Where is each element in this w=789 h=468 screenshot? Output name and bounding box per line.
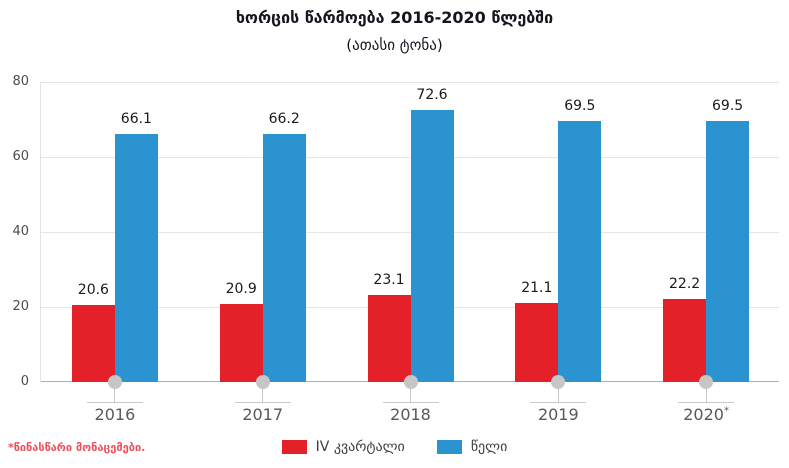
- legend-label: წელი: [470, 439, 508, 455]
- axis-marker-dot: [403, 375, 418, 389]
- tick-line: [234, 402, 291, 403]
- x-tick-label: 2018: [390, 405, 431, 424]
- bar-year: [262, 133, 306, 382]
- x-tick-label: 2016: [94, 405, 136, 424]
- value-label: 23.1: [373, 272, 405, 289]
- chart-subtitle: (ათასი ტონა): [346, 36, 443, 54]
- tick-connector: [557, 389, 559, 402]
- axis-marker-dot: [255, 375, 270, 389]
- value-label: 66.2: [268, 110, 300, 127]
- chart-title: ხორცის წარმოება 2016-2020 წლებში: [235, 8, 554, 27]
- bar-year: [114, 134, 158, 382]
- axis-marker-dot: [107, 375, 122, 389]
- gridline: [41, 157, 779, 158]
- value-label: 20.6: [77, 281, 109, 298]
- gridline: [41, 232, 779, 233]
- bar-year: [706, 121, 750, 382]
- axis-marker-dot: [699, 375, 714, 389]
- legend-swatch-year: [436, 440, 462, 454]
- gridline: [41, 82, 779, 83]
- x-tick-label: 2017: [242, 405, 284, 424]
- tick-connector: [705, 389, 707, 402]
- tick-line: [678, 402, 735, 403]
- y-tick-label: 40: [12, 224, 29, 239]
- bar-year: [558, 121, 602, 382]
- bar-quarter: [515, 302, 559, 382]
- axis-marker-dot: [551, 375, 566, 389]
- bar-quarter: [663, 298, 707, 382]
- value-label: 66.1: [120, 111, 152, 128]
- value-label: 20.9: [225, 280, 257, 297]
- bar-quarter: [71, 304, 115, 382]
- value-label: 22.2: [669, 275, 701, 292]
- bar-quarter: [367, 295, 411, 382]
- x-tick-label: 2020*: [683, 405, 729, 424]
- preliminary-asterisk: *: [723, 405, 729, 417]
- y-tick-label: 80: [12, 74, 29, 89]
- tick-connector: [262, 389, 264, 402]
- bar-year: [410, 109, 454, 382]
- tick-connector: [410, 389, 411, 402]
- footnote: *წინასწარი მონაცემები.: [8, 441, 146, 454]
- tick-line: [530, 402, 587, 403]
- y-tick-label: 20: [12, 299, 29, 314]
- legend-item: წელი: [436, 439, 508, 455]
- y-tick-label: 0: [20, 374, 29, 389]
- value-label: 69.5: [712, 98, 744, 115]
- bar-quarter: [219, 303, 263, 382]
- legend: IV კვარტალი წელი: [0, 437, 789, 457]
- legend-label: IV კვარტალი: [315, 439, 405, 455]
- value-label: 72.6: [416, 86, 448, 103]
- x-tick-label: 2019: [537, 405, 579, 424]
- legend-item: IV კვარტალი: [281, 439, 405, 455]
- value-label: 21.1: [521, 279, 553, 296]
- tick-line: [382, 402, 439, 403]
- value-label: 69.5: [564, 98, 596, 115]
- plot-area: 20.6 66.1 2016 20.9 66.2 2017 23.1 72.6 2018 21.1…: [40, 82, 779, 424]
- tick-line: [86, 402, 143, 403]
- y-tick-label: 60: [12, 149, 29, 164]
- tick-connector: [114, 389, 116, 402]
- legend-swatch-quarter: [281, 440, 307, 454]
